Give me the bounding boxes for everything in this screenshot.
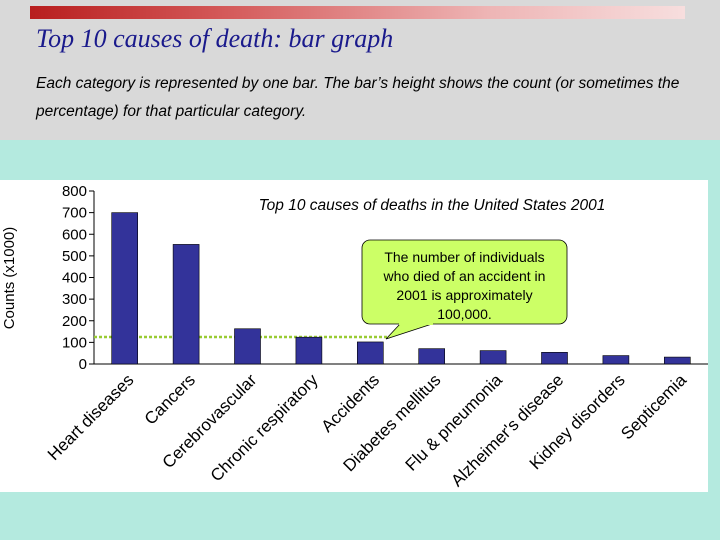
bar — [356, 341, 384, 365]
slide-description: Each category is represented by one bar.… — [36, 75, 680, 120]
bar — [111, 212, 138, 365]
y-tick-label: 800 — [62, 183, 87, 200]
callout-text-line: 100,000. — [437, 306, 492, 322]
y-tick-label: 500 — [62, 248, 87, 265]
callout-text-line: 2001 is approximately — [396, 287, 532, 303]
bar — [602, 355, 630, 365]
y-tick-label: 100 — [62, 334, 87, 351]
y-tick-label: 0 — [79, 356, 87, 373]
bar — [234, 328, 261, 365]
y-tick-label: 600 — [62, 226, 87, 243]
callout-joint — [399, 322, 433, 325]
callout-text-line: The number of individuals — [384, 249, 544, 265]
x-tick-label: Chronic respiratory — [207, 370, 322, 485]
bar — [295, 336, 323, 365]
header-panel — [0, 0, 720, 140]
x-tick-label: Alzheimer's disease — [447, 370, 567, 490]
x-tick-label: Cancers — [141, 370, 199, 428]
x-tick-label: Accidents — [318, 370, 384, 436]
title-accent-bar — [30, 6, 685, 19]
bar — [541, 352, 568, 365]
callout-text-line: who died of an accident in — [383, 268, 546, 284]
bar — [418, 348, 446, 365]
slide-title: Top 10 causes of death: bar graph — [36, 24, 394, 53]
y-tick-label: 300 — [62, 291, 87, 308]
x-tick-label: Heart diseases — [44, 370, 138, 464]
chart-title: Top 10 causes of deaths in the United St… — [259, 197, 606, 214]
bar — [172, 244, 200, 365]
y-tick-label: 400 — [62, 270, 87, 287]
bar — [479, 350, 507, 365]
y-tick-label: 700 — [62, 205, 87, 222]
x-tick-label: Septicemia — [617, 370, 690, 443]
y-tick-label: 200 — [62, 313, 87, 330]
bar — [663, 356, 691, 365]
callout-box — [361, 239, 568, 325]
y-axis-label: Counts (x1000) — [1, 227, 18, 330]
callout-pointer — [385, 323, 433, 340]
